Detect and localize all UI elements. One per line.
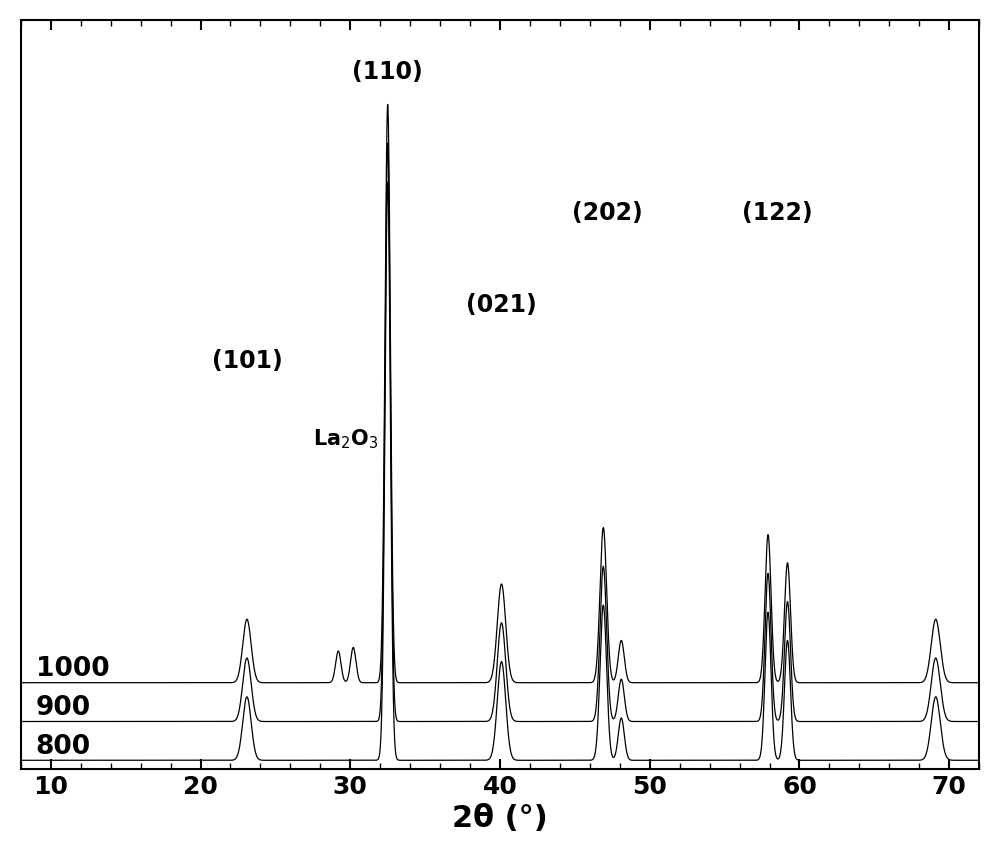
Text: (122): (122) (742, 201, 812, 225)
Text: (202): (202) (572, 201, 643, 225)
Text: (021): (021) (466, 293, 537, 316)
Text: (110): (110) (352, 61, 423, 84)
Text: 800: 800 (36, 733, 91, 759)
Text: La$_2$O$_3$: La$_2$O$_3$ (313, 426, 379, 450)
Text: 1000: 1000 (36, 656, 109, 682)
Text: 900: 900 (36, 694, 91, 720)
X-axis label: 2θ (°): 2θ (°) (452, 804, 548, 833)
Text: (101): (101) (212, 349, 282, 373)
